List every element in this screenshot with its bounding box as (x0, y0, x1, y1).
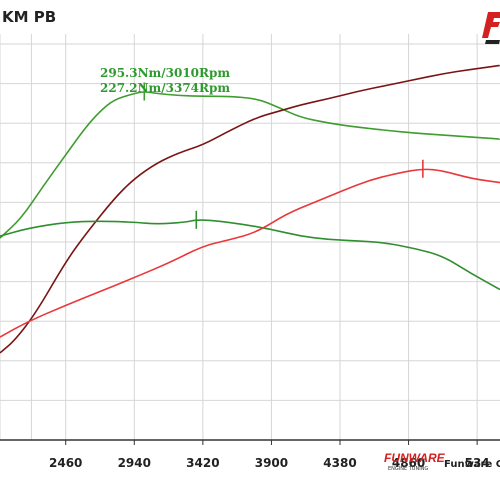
x-tick-label: 4860 (392, 456, 425, 470)
funware-logo: FUNWARE ENGINE TUNING (384, 451, 446, 472)
x-tick-label: 3900 (255, 456, 288, 470)
x-tick-label: 534 (465, 456, 490, 470)
footer-brand-text: Funware Chi (444, 459, 500, 470)
x-tick-label: 2460 (49, 456, 82, 470)
x-tick-label: 4380 (323, 456, 356, 470)
chart-title: KM PB (2, 8, 57, 26)
x-tick-label: 3420 (186, 456, 219, 470)
series-layer (0, 64, 500, 354)
brand-logo (482, 12, 500, 44)
torque-stock-line (0, 91, 500, 239)
axis (0, 439, 500, 445)
power-stock-line (0, 64, 500, 354)
grid (0, 34, 500, 441)
x-tick-labels: 2460 2940 3420 3900 4380 4860 534 (49, 456, 490, 470)
marker-layer (143, 82, 424, 229)
svg-text:FUNWARE: FUNWARE (384, 451, 446, 465)
power-tuned-line (0, 168, 500, 338)
torque-tuned-line (0, 219, 500, 291)
peak-annotation: 295.3Nm/3010Rpm (100, 66, 230, 80)
x-tick-label: 2940 (118, 456, 151, 470)
peak-annotation: 227.2Nm/3374Rpm (100, 81, 230, 95)
svg-text:ENGINE TUNING: ENGINE TUNING (388, 466, 428, 472)
